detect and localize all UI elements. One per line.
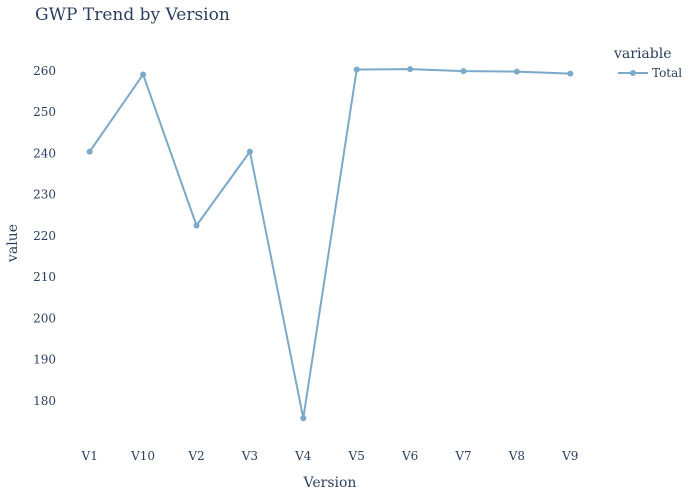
x-axis-ticks: V1 V10 V2 V3 V4 V5 V6 V7 V8 V9 bbox=[81, 449, 579, 463]
x-tick-label: V3 bbox=[241, 449, 258, 463]
chart-title: GWP Trend by Version bbox=[35, 5, 230, 25]
data-point[interactable] bbox=[246, 148, 253, 155]
data-point[interactable] bbox=[407, 66, 414, 73]
legend-marker-swatch bbox=[630, 70, 636, 76]
x-tick-label: V8 bbox=[508, 449, 525, 463]
y-axis-title: value bbox=[5, 224, 21, 263]
y-tick-label: 220 bbox=[33, 229, 56, 243]
x-tick-label: V9 bbox=[561, 449, 578, 463]
x-tick-label: V6 bbox=[401, 449, 418, 463]
series-line-total[interactable] bbox=[88, 68, 571, 420]
legend[interactable]: variable Total bbox=[613, 46, 682, 80]
legend-label: Total bbox=[652, 66, 682, 80]
x-tick-label: V5 bbox=[348, 449, 365, 463]
data-point[interactable] bbox=[300, 415, 307, 422]
x-tick-label: V1 bbox=[81, 449, 98, 463]
data-point[interactable] bbox=[460, 68, 467, 75]
x-tick-label: V4 bbox=[294, 449, 312, 463]
y-tick-label: 190 bbox=[33, 353, 56, 367]
legend-items: Total bbox=[618, 66, 682, 80]
y-tick-label: 250 bbox=[33, 105, 56, 119]
data-point[interactable] bbox=[193, 222, 200, 229]
data-point[interactable] bbox=[353, 66, 360, 73]
y-tick-label: 260 bbox=[33, 64, 56, 78]
y-tick-label: 210 bbox=[33, 270, 56, 284]
x-tick-label: V7 bbox=[454, 449, 471, 463]
y-axis-ticks: 180 190 200 210 220 230 240 250 260 bbox=[33, 64, 56, 408]
y-tick-label: 230 bbox=[33, 188, 56, 202]
legend-title: variable bbox=[613, 46, 672, 62]
x-tick-label: V2 bbox=[187, 449, 204, 463]
y-tick-label: 200 bbox=[33, 311, 56, 325]
data-point[interactable] bbox=[86, 148, 93, 155]
x-axis-title: Version bbox=[303, 475, 357, 491]
data-point[interactable] bbox=[567, 70, 574, 77]
data-point[interactable] bbox=[140, 71, 147, 78]
plot-area bbox=[86, 66, 574, 422]
y-tick-label: 180 bbox=[33, 394, 56, 408]
y-tick-label: 240 bbox=[33, 146, 56, 160]
x-tick-label: V10 bbox=[130, 449, 155, 463]
data-point[interactable] bbox=[513, 68, 520, 75]
legend-item-total[interactable]: Total bbox=[618, 66, 682, 80]
